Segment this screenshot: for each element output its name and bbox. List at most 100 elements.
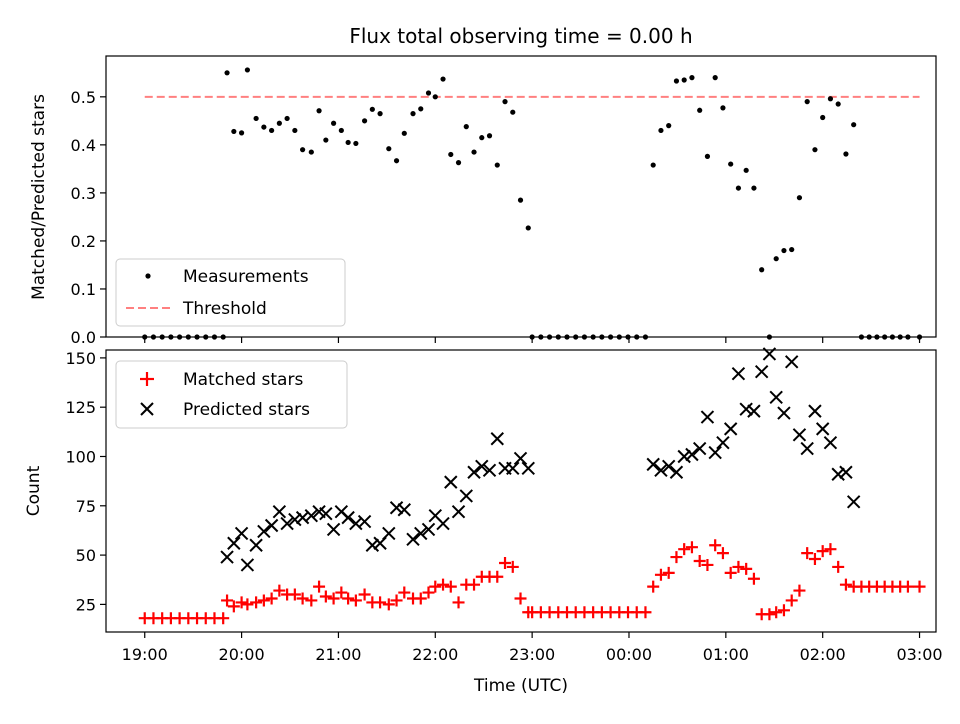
measurement-point [353,140,359,147]
ratio-y-tick-label: 0.4 [71,136,96,155]
predicted-star-point [406,532,420,547]
predicted-stars-points [220,347,861,572]
measurement-point [728,161,734,167]
ratio-y-tick-label: 0.2 [71,232,96,251]
matched-star-point [241,598,254,611]
ratio-axes-frame [105,55,937,338]
matched-stars-points [138,539,926,625]
matched-star-point [217,612,230,625]
matched-star-point [327,592,340,605]
predicted-star-point [389,501,404,515]
x-tick-label: 20:00 [219,645,265,664]
measurement-point [689,75,695,81]
measurement-point [827,96,834,102]
matched-star-point [770,606,783,619]
measurement-point [308,149,314,155]
measurement-point [781,247,787,254]
matched-star-point [468,578,481,591]
count-y-ticks: 25 50 75 100 125 150 [65,349,106,614]
measurement-point [681,77,687,83]
measurement-point [393,158,400,164]
legend-predicted-label: Predicted stars [183,400,310,420]
matched-star-point [374,596,387,609]
matched-star-point [732,560,745,573]
measurement-point [425,90,432,96]
predicted-star-point [677,449,691,464]
predicted-star-point [280,516,294,531]
matched-star-point [235,596,248,609]
measurement-point [231,128,237,135]
measurement-point [804,99,810,105]
measurement-point [345,139,351,146]
measurement-point [751,185,757,191]
matched-star-point [801,547,814,560]
count-x-ticks: 19:00 20:00 21:00 22:00 23:00 00:00 01:00 02:00… [122,632,943,664]
predicted-star-point [357,514,372,529]
x-tick-label: 01:00 [703,645,749,664]
measurement-point [316,108,322,114]
predicted-star-point [692,441,707,456]
measurement-point [820,114,826,121]
ratio-y-tick-label: 0.3 [71,184,96,203]
matched-star-point [701,558,714,571]
matched-star-point [227,600,240,613]
predicted-star-point [326,522,341,537]
predicted-star-point [444,475,458,489]
predicted-star-point [240,558,255,572]
predicted-star-point [646,457,660,472]
count-y-axis-label: Count [24,465,44,516]
measurement-point [463,124,469,130]
measurement-point [300,147,306,153]
legend-measurements-label: Measurements [183,267,309,287]
predicted-star-point [708,445,722,460]
legend-measurements-marker [145,273,151,279]
measurement-point [448,151,454,158]
matched-star-point [349,594,362,607]
chart-title: Flux total observing time = 0.00 h [349,24,692,48]
count-legend-box [115,360,348,429]
matched-star-point [414,592,427,605]
x-axis-label: Time (UTC) [473,676,568,696]
ratio-y-tick-label: 0.1 [71,280,96,299]
matched-star-point [313,580,326,593]
measurement-point [369,106,375,112]
predicted-star-point [716,435,730,450]
x-tick-label: 03:00 [896,645,942,664]
matched-star-point [832,560,845,573]
matched-star-point [901,580,914,593]
count-y-tick-label: 150 [65,349,96,368]
predicted-star-point [808,404,822,418]
predicted-star-point [769,390,783,405]
predicted-star-point [654,463,668,478]
matched-star-point [250,596,263,609]
measurement-point [666,123,672,129]
count-y-tick-label: 75 [76,497,96,516]
matched-star-point [654,568,667,581]
matched-star-point [662,566,675,579]
measurement-point [759,267,765,273]
legend-matched-label: Matched stars [183,370,303,390]
predicted-star-point [272,504,287,519]
measurement-point [851,122,857,128]
matched-star-point [716,547,729,560]
ratio-y-axis-label: Matched/Predicted stars [29,94,49,300]
measurement-point [510,109,516,115]
x-tick-label: 02:00 [800,645,846,664]
measurement-point [735,185,742,191]
measurement-point [323,137,329,143]
count-y-tick-label: 100 [65,447,96,466]
matched-star-point [273,584,286,597]
measurement-point [401,130,407,136]
measurement-point [796,195,803,201]
measurement-point [224,70,230,76]
predicted-star-point [227,536,241,550]
ratio-y-tick-label: 0.5 [71,88,96,107]
predicted-star-point [731,366,746,381]
x-tick-label: 19:00 [122,645,168,664]
predicted-star-point [249,538,263,552]
matched-star-point [709,539,722,552]
predicted-star-point [341,510,355,525]
predicted-star-point [669,465,684,479]
predicted-star-point [800,441,814,456]
measurement-point [673,78,680,84]
